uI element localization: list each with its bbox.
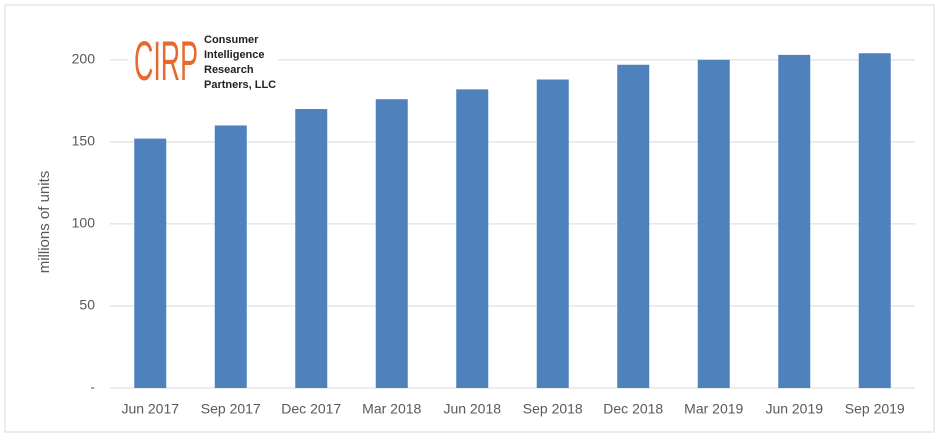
y-tick-label: 50 <box>79 297 95 313</box>
logo-background <box>128 30 278 96</box>
bar <box>295 109 328 388</box>
y-tick-label: 150 <box>72 133 96 149</box>
x-tick-label: Dec 2017 <box>281 401 341 417</box>
bar <box>375 99 408 388</box>
x-tick-label: Sep 2019 <box>845 401 905 417</box>
bar <box>456 89 489 388</box>
logo-text: Intelligence <box>204 49 265 61</box>
logo-text: Research <box>204 64 254 76</box>
bar <box>858 53 891 388</box>
y-tick-label: - <box>90 379 95 395</box>
x-tick-label: Dec 2018 <box>603 401 663 417</box>
logo-text: Partners, LLC <box>204 79 276 91</box>
y-axis-label: millions of units <box>36 171 53 274</box>
bar <box>134 138 167 388</box>
x-tick-label: Sep 2017 <box>201 401 261 417</box>
bar <box>778 54 811 389</box>
x-tick-label: Mar 2018 <box>362 401 421 417</box>
bar <box>536 79 569 388</box>
bar <box>214 125 247 389</box>
logo-text: Consumer <box>204 34 259 46</box>
x-tick-label: Jun 2019 <box>765 401 823 417</box>
x-tick-label: Mar 2019 <box>684 401 743 417</box>
x-tick-label: Jun 2017 <box>121 401 179 417</box>
chart-frame <box>4 4 935 433</box>
logo-mark: CIRP <box>134 29 198 92</box>
x-tick-label: Jun 2018 <box>443 401 501 417</box>
y-tick-label: 200 <box>72 51 96 67</box>
bar <box>617 64 650 388</box>
x-tick-label: Sep 2018 <box>523 401 583 417</box>
y-tick-label: 100 <box>72 215 96 231</box>
bar <box>697 59 730 389</box>
